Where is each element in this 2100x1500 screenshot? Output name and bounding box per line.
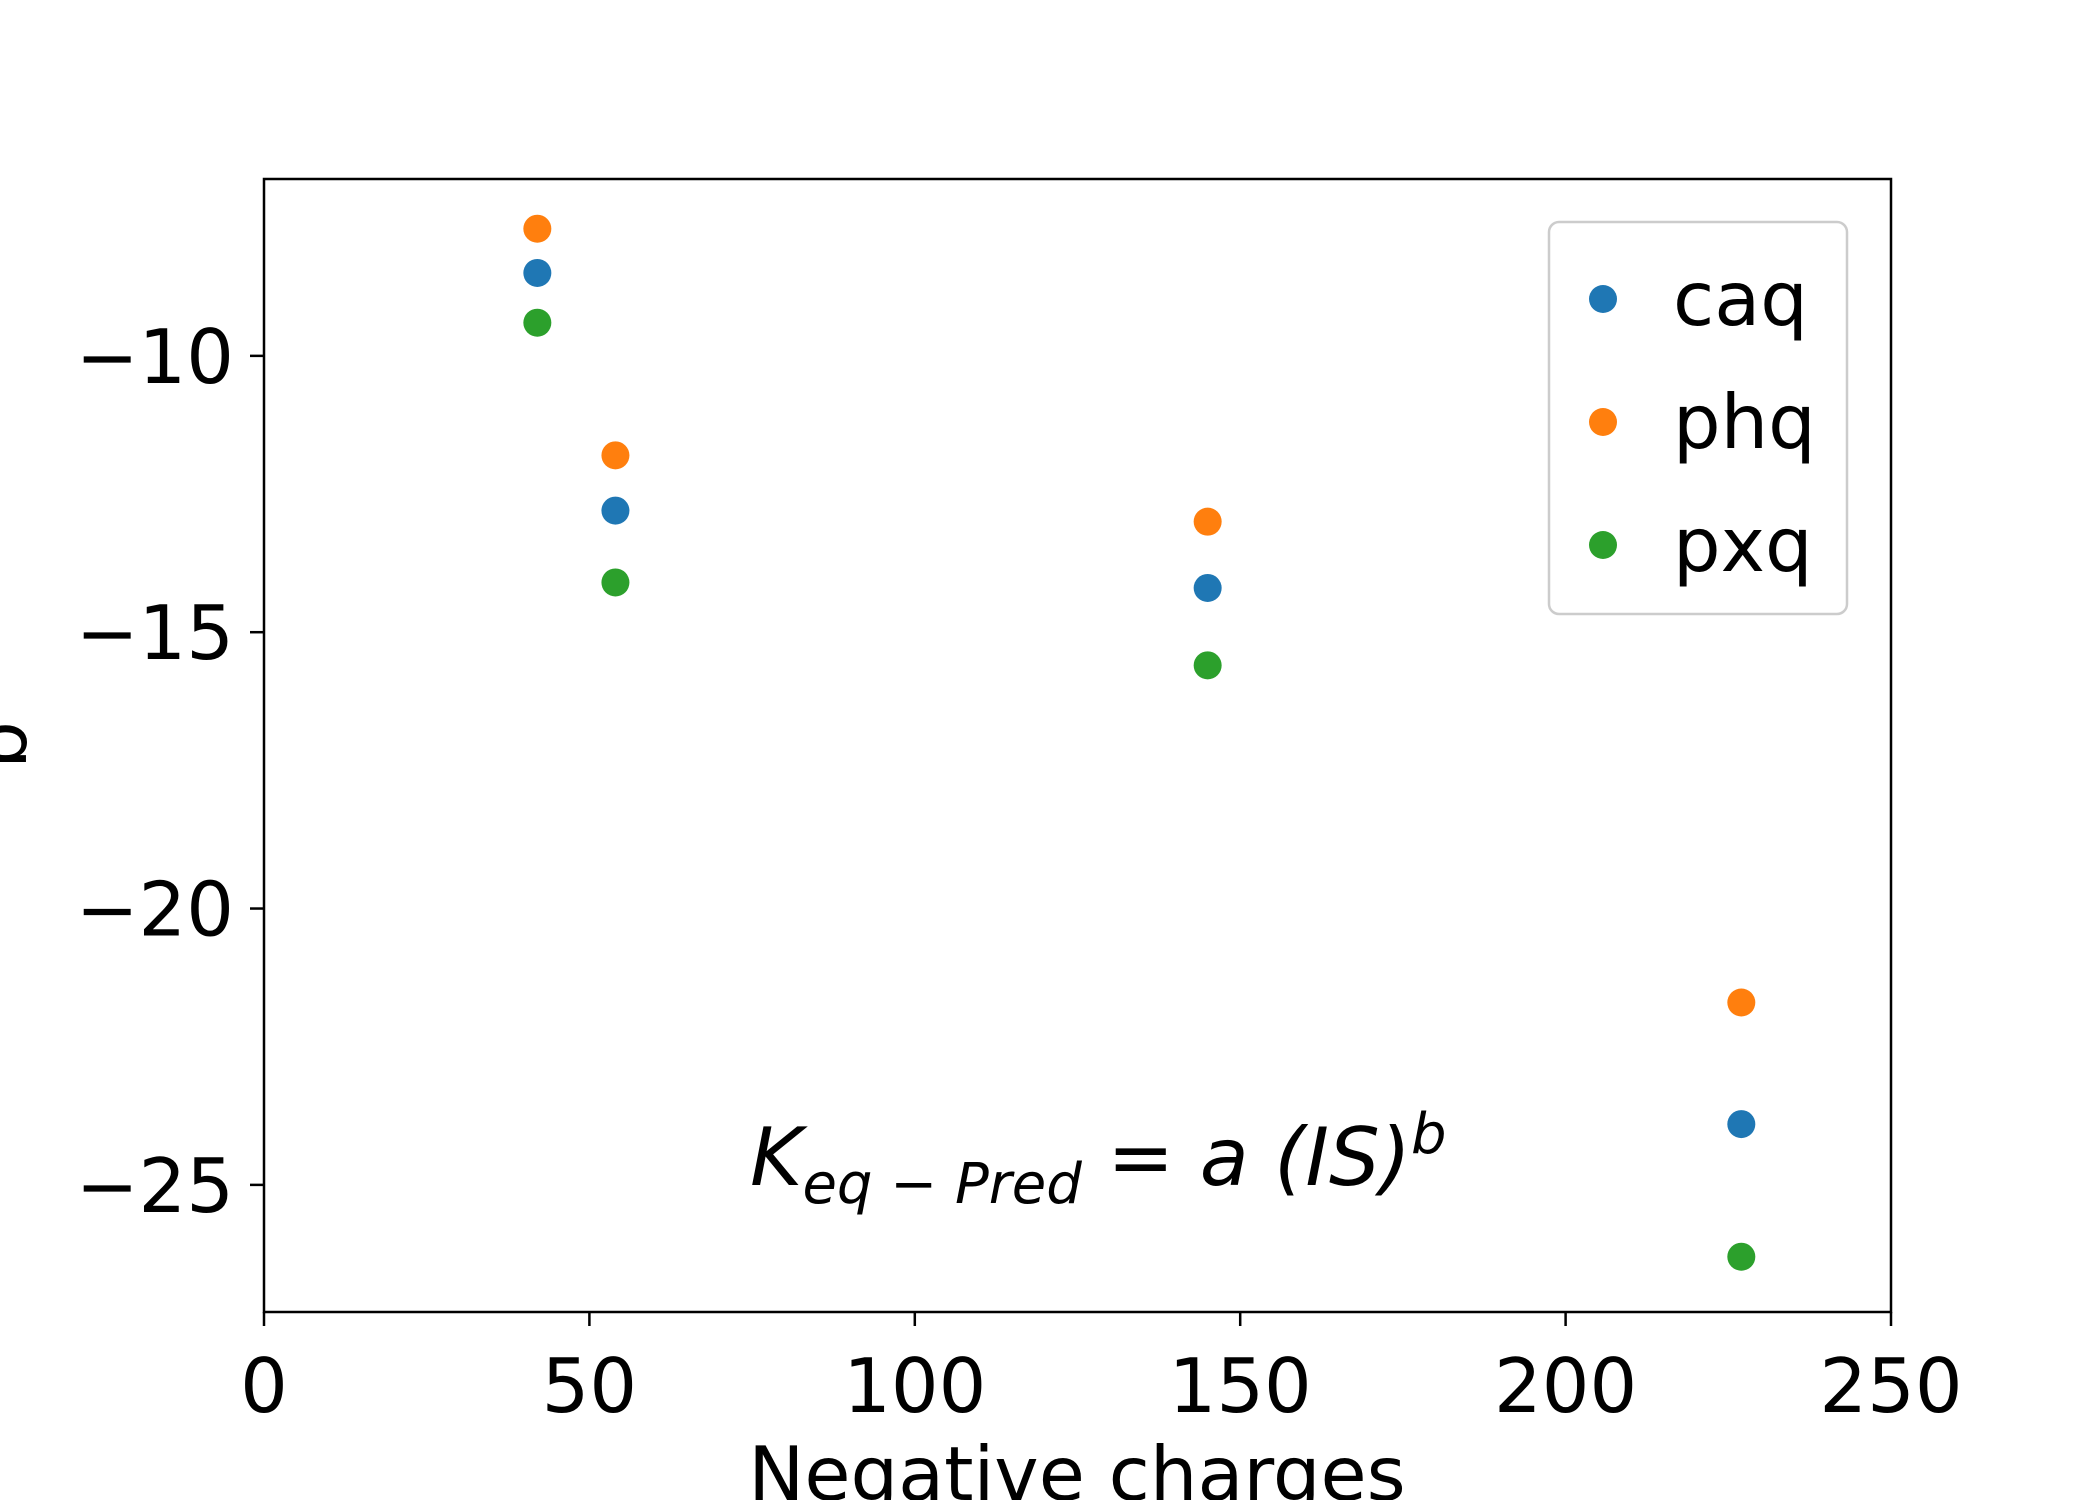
x-tick-label: 150 [1169, 1342, 1312, 1430]
x-tick-label: 0 [240, 1342, 288, 1430]
legend-label-pxq: pxq [1673, 501, 1813, 589]
legend-marker-pxq [1589, 531, 1617, 559]
data-point-pxq [601, 568, 630, 597]
data-point-pxq [1727, 1242, 1756, 1271]
legend-items: caq phq pxq [1589, 255, 1816, 589]
y-tick-label: −10 [76, 313, 234, 401]
equation-superscript: b [1411, 1102, 1447, 1167]
equation-subscript: eq − Pred [802, 1152, 1082, 1217]
legend-box [1547, 220, 1849, 616]
data-point-caq [1727, 1110, 1756, 1139]
x-tick-label: 200 [1494, 1342, 1637, 1430]
x-tick-label: 250 [1819, 1342, 1962, 1430]
y-tick-label: −15 [76, 589, 234, 677]
data-point-caq [1193, 573, 1222, 602]
equation-annotation: Keq − Pred = a (IS)b [750, 1102, 1446, 1217]
data-points [523, 214, 1756, 1271]
data-point-phq [1193, 507, 1222, 536]
x-axis-label: Negative charges [748, 1430, 1406, 1500]
y-axis-ticks: −10 −15 −20 −25 [76, 313, 264, 1230]
y-tick-label: −20 [76, 866, 234, 954]
x-tick-label: 50 [542, 1342, 637, 1430]
x-axis-ticks: 0 50 100 150 200 250 [240, 1312, 1963, 1430]
plot-frame [262, 177, 1893, 1314]
data-point-phq [601, 441, 630, 470]
y-axis-label: b [0, 721, 44, 769]
data-point-caq [523, 258, 552, 287]
legend: caq phq pxq [1547, 220, 1849, 616]
data-point-phq [523, 214, 552, 243]
legend-label-phq: phq [1673, 378, 1816, 466]
x-tick-label: 100 [843, 1342, 986, 1430]
data-point-pxq [523, 308, 552, 337]
data-point-phq [1727, 988, 1756, 1017]
data-point-pxq [1193, 651, 1222, 680]
equation-base: K [750, 1111, 808, 1204]
y-tick-label: −25 [76, 1142, 234, 1230]
data-point-caq [601, 496, 630, 525]
equation-middle: = a (IS) [1082, 1111, 1411, 1204]
legend-marker-phq [1589, 408, 1617, 436]
legend-marker-caq [1589, 285, 1617, 313]
legend-label-caq: caq [1673, 255, 1808, 343]
